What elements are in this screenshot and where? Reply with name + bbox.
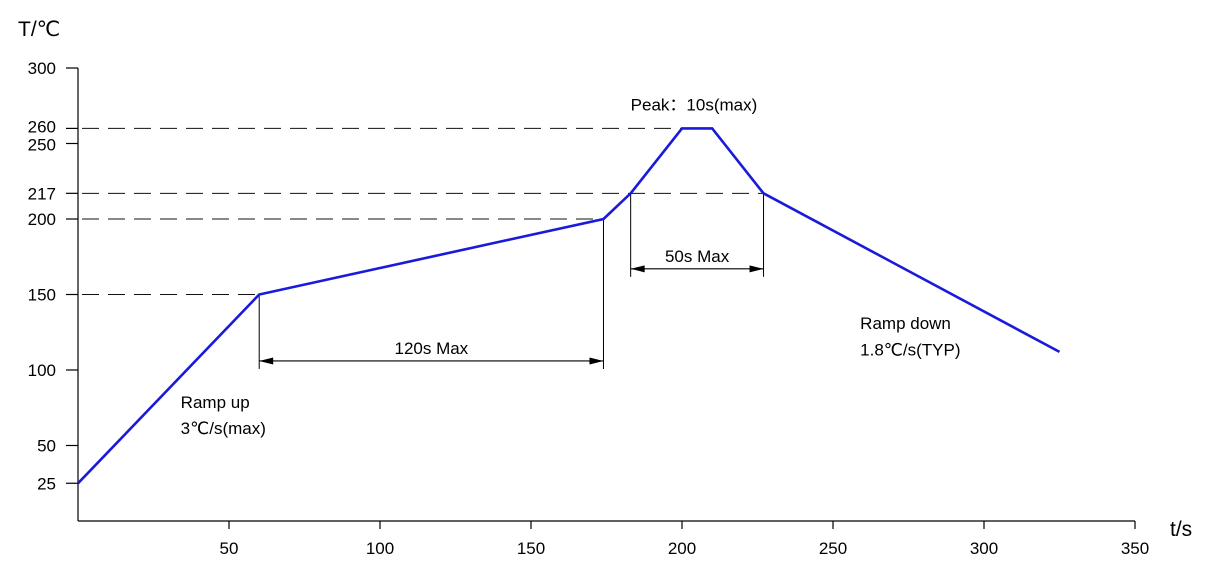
span-arrowhead [630,265,645,273]
annotation-text: Ramp down 1.8℃/s(TYP) [860,314,960,359]
reference-lines [82,127,764,295]
y-tick-label: 300 [28,59,56,78]
y-tick-label: 25 [37,474,56,493]
x-tick-label: 300 [970,539,998,558]
annotation-text: Peak：10s(max) [631,95,758,114]
span-arrowhead [749,265,764,273]
x-tick-label: 200 [668,539,696,558]
y-tick-label: 100 [28,361,56,380]
annotation-text: Ramp up 3℃/s(max) [181,393,266,438]
y-tick-label: 50 [37,437,56,456]
y-tick-label: 200 [28,210,56,229]
y-tick-label: 250 [28,136,56,155]
x-tick-label: 250 [819,539,847,558]
x-tick-label: 50 [220,539,239,558]
y-tick-label: 217 [28,184,56,203]
annotation-line: Ramp down [860,314,951,333]
annotation-line: 3℃/s(max) [181,419,266,438]
axes [77,68,1135,522]
series-layer [77,127,1061,485]
x-tick-label: 150 [517,539,545,558]
x-tick-label: 100 [366,539,394,558]
span-markers: 120s Max 50s Max [258,193,765,369]
annotation-line: Ramp up [181,393,250,412]
x-axis-title: t/s [1170,518,1192,541]
y-axis-title: T/℃ [18,18,60,41]
y-tick-label: 260 [28,117,56,136]
y-tick-label: 150 [28,286,56,305]
annotations: Peak：10s(max) Ramp up 3℃/s(max) Ramp down 1.… [181,95,961,438]
span-arrowhead [589,357,604,365]
span-arrowhead [259,357,274,365]
annotation-line: 1.8℃/s(TYP) [860,341,960,360]
annotation-line: Peak：10s(max) [631,95,758,114]
span-label: 120s Max [394,339,468,358]
x-tick-label: 350 [1121,539,1149,558]
temperature-profile-line [77,127,1061,485]
x-ticks: 50 100 150 200 250 300 350 [220,521,1149,558]
span-label: 50s Max [665,247,730,266]
